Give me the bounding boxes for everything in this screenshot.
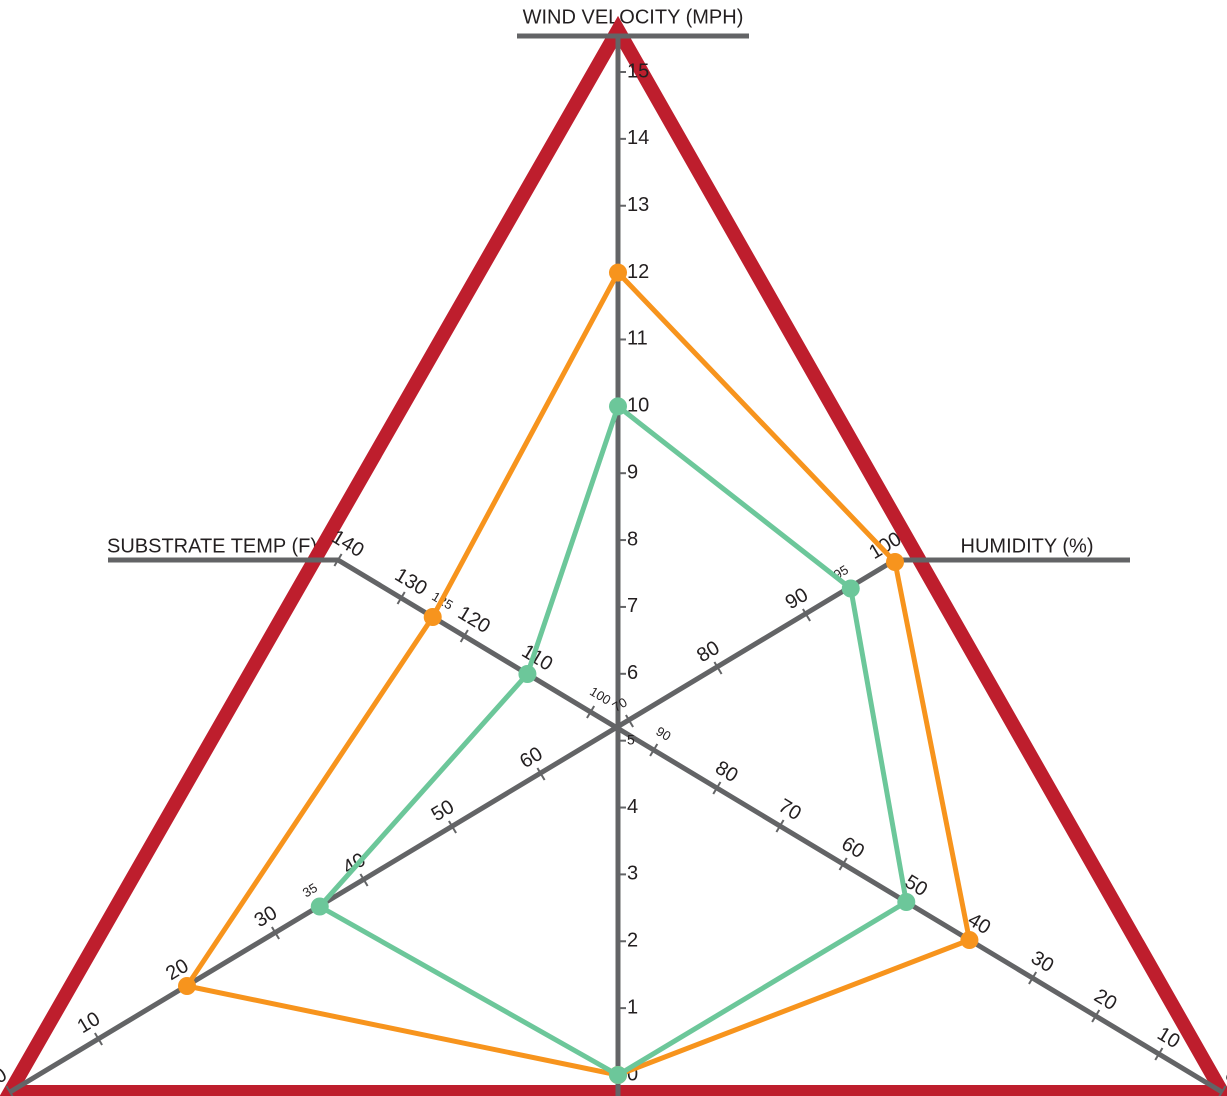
tick-mark bbox=[1091, 1009, 1101, 1023]
tick-mark bbox=[649, 743, 659, 757]
tick-label: 8 bbox=[627, 528, 638, 550]
tick-label: 15 bbox=[627, 60, 649, 82]
tick-mark bbox=[625, 714, 634, 728]
tick-label: 13 bbox=[627, 194, 649, 216]
tick-mark bbox=[536, 767, 546, 781]
series-line bbox=[317, 403, 909, 1078]
tick-mark bbox=[713, 661, 723, 675]
tick-label: 11 bbox=[627, 328, 648, 350]
data-point bbox=[609, 263, 627, 282]
data-point bbox=[960, 931, 979, 949]
tick-label: 60 bbox=[838, 833, 868, 863]
data-point bbox=[310, 897, 329, 916]
tick-mark bbox=[396, 591, 406, 605]
tick-label: 60 bbox=[516, 743, 546, 773]
tick-label: 1 bbox=[627, 996, 638, 1018]
tick-label: 10 bbox=[74, 1008, 104, 1038]
tick-mark bbox=[838, 857, 848, 871]
tick-label: 5 bbox=[627, 731, 635, 747]
tick-mark bbox=[586, 705, 596, 719]
data-point bbox=[886, 553, 904, 571]
tick-mark bbox=[459, 629, 469, 643]
tick-label: 30 bbox=[251, 902, 281, 932]
data-point bbox=[518, 665, 537, 683]
tick-label: 0 bbox=[0, 1064, 11, 1089]
tick-mark bbox=[271, 926, 280, 940]
tick-mark bbox=[359, 873, 369, 887]
tick-label: 90 bbox=[653, 724, 673, 744]
tick-label: 20 bbox=[1090, 985, 1120, 1015]
data-point bbox=[897, 893, 916, 911]
tick-label: 7 bbox=[627, 595, 638, 617]
tick-label: 3 bbox=[627, 863, 638, 885]
tick-mark bbox=[1028, 971, 1038, 985]
tick-label: 4 bbox=[627, 796, 638, 818]
tick-mark bbox=[5, 1085, 14, 1096]
data-point bbox=[423, 608, 442, 626]
tick-label: 0 bbox=[627, 1063, 638, 1085]
tick-label: 90 bbox=[782, 584, 812, 614]
tick-label: 12 bbox=[627, 261, 649, 283]
tick-mark bbox=[712, 781, 722, 795]
series-line bbox=[184, 270, 972, 1078]
tick-label: 50 bbox=[428, 796, 458, 826]
data-point bbox=[841, 579, 860, 598]
data-point bbox=[178, 977, 196, 995]
tick-label: 70 bbox=[774, 795, 804, 825]
tick-label: 100 bbox=[587, 684, 613, 708]
tick-label: 35 bbox=[300, 880, 320, 900]
tick-mark bbox=[1154, 1047, 1164, 1061]
axis-title: HUMIDITY (%) bbox=[961, 535, 1094, 557]
tick-mark bbox=[775, 819, 785, 833]
tick-label: 9 bbox=[627, 461, 638, 483]
tick-label: 80 bbox=[693, 637, 723, 667]
tick-mark bbox=[802, 608, 811, 622]
data-point bbox=[609, 1066, 627, 1084]
tick-label: 14 bbox=[627, 127, 649, 149]
tick-label: 80 bbox=[711, 757, 741, 787]
tick-mark bbox=[448, 820, 457, 834]
axis-title: WIND VELOCITY (MPH) bbox=[523, 6, 744, 28]
tick-label: 10 bbox=[627, 395, 649, 417]
tick-mark bbox=[333, 553, 343, 567]
data-point bbox=[609, 397, 627, 416]
tick-label: 6 bbox=[627, 662, 638, 684]
tick-label: 0 bbox=[1221, 1064, 1227, 1089]
tick-label: 30 bbox=[1027, 947, 1057, 977]
axis-title: SUBSTRATE TEMP (F) bbox=[107, 535, 317, 557]
tick-label: 70 bbox=[610, 694, 630, 714]
tick-mark bbox=[94, 1032, 103, 1046]
tick-label: 2 bbox=[627, 930, 638, 952]
